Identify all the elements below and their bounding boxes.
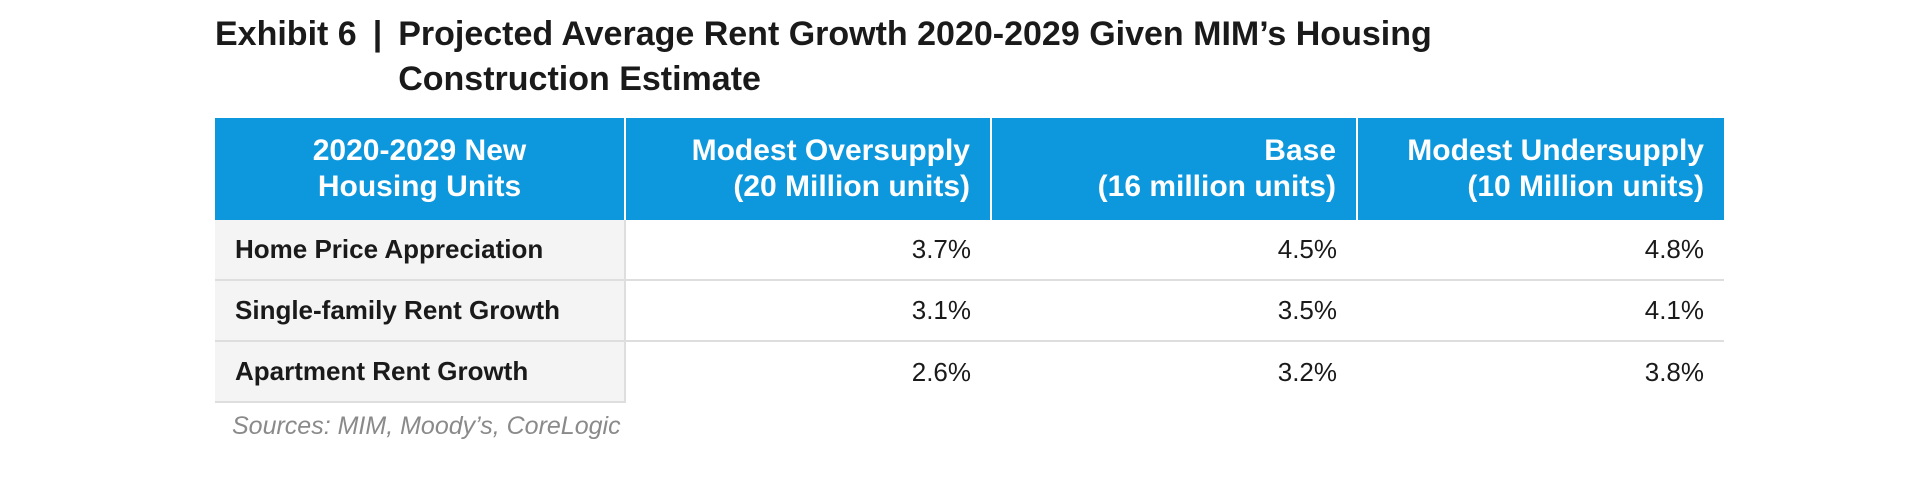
table-row: Home Price Appreciation 3.7% 4.5% 4.8% [215,220,1724,281]
table-cell: 4.1% [1357,280,1724,342]
table-cell: 3.1% [625,280,991,342]
row-label: Single-family Rent Growth [215,280,626,342]
header-modest-oversupply: Modest Oversupply (20 Million units) [625,118,992,220]
table-row: Apartment Rent Growth 2.6% 3.2% 3.8% [215,341,1724,403]
header-modest-undersupply: Modest Undersupply (10 Million units) [1357,118,1724,220]
exhibit-number: Exhibit 6 [215,15,357,53]
table-cell: 3.2% [991,341,1357,402]
header-base: Base (16 million units) [991,118,1358,220]
table-header-row: 2020-2029 New Housing Units Modest Overs… [215,118,1724,220]
sources-note: Sources: MIM, Moody’s, CoreLogic [232,412,621,440]
table-cell: 3.5% [991,280,1357,342]
table-cell: 3.8% [1357,341,1724,402]
exhibit-title: Exhibit 6 | Projected Average Rent Growt… [215,12,1558,102]
exhibit-heading: Projected Average Rent Growth 2020-2029 … [398,15,1432,98]
table-cell: 4.5% [991,220,1357,281]
table-cell: 2.6% [625,341,991,402]
title-separator: | [372,15,383,53]
table-cell: 3.7% [625,220,991,281]
projection-table: 2020-2029 New Housing Units Modest Overs… [215,118,1724,403]
row-label: Apartment Rent Growth [215,341,626,403]
header-new-housing-units: 2020-2029 New Housing Units [215,118,626,220]
row-label: Home Price Appreciation [215,220,626,281]
table-cell: 4.8% [1357,220,1724,281]
table-row: Single-family Rent Growth 3.1% 3.5% 4.1% [215,280,1724,342]
